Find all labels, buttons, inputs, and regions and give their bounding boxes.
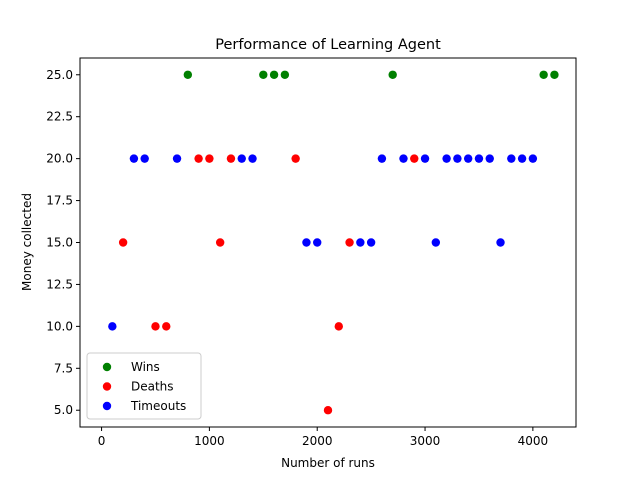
data-point — [420, 154, 430, 163]
data-point — [485, 154, 494, 163]
x-tick-label: 3000 — [410, 434, 441, 448]
data-point — [302, 238, 311, 247]
data-point — [129, 154, 139, 163]
data-point — [399, 154, 408, 163]
y-axis: 5.0 7.5 10.0 12.5 15.0 17.5 20.0 22.5 25.0 — [46, 68, 80, 417]
legend-marker — [102, 382, 112, 391]
data-point — [474, 154, 484, 163]
data-point — [431, 238, 441, 247]
data-point — [366, 238, 376, 247]
legend-label: Wins — [131, 360, 160, 374]
series-deaths — [118, 154, 419, 415]
axes-frame — [79, 57, 577, 428]
data-point — [323, 406, 333, 415]
data-point — [442, 154, 451, 163]
data-point — [334, 322, 343, 331]
chart-title: Performance of Learning Agent — [215, 37, 441, 53]
data-point — [226, 154, 236, 163]
legend-marker — [102, 401, 112, 411]
data-points — [108, 70, 559, 415]
y-tick-label: 10.0 — [46, 319, 73, 333]
series-wins — [183, 70, 559, 79]
legend-box — [86, 352, 202, 420]
y-tick-label: 7.5 — [54, 361, 73, 375]
data-point — [313, 238, 322, 247]
data-point — [280, 70, 290, 79]
data-point — [183, 70, 193, 79]
legend-marker — [102, 362, 112, 372]
legend-label: Timeouts — [130, 399, 186, 413]
data-point — [237, 154, 246, 163]
data-point — [269, 70, 279, 79]
data-point — [517, 154, 527, 163]
y-tick-label: 15.0 — [46, 236, 73, 250]
x-tick-label: 2000 — [302, 434, 333, 448]
data-point — [453, 154, 462, 163]
data-point — [248, 154, 257, 163]
data-point — [259, 70, 268, 79]
data-point — [108, 322, 117, 331]
y-tick-label: 17.5 — [46, 194, 73, 208]
y-axis-label: Money collected — [20, 193, 34, 291]
x-tick-label: 1000 — [194, 434, 225, 448]
y-tick-label: 5.0 — [54, 403, 73, 417]
data-point — [377, 154, 387, 163]
data-point — [205, 154, 214, 163]
x-axis: 0 1000 2000 3000 4000 — [98, 427, 548, 448]
data-point — [118, 238, 128, 247]
series-timeouts — [108, 154, 538, 331]
data-point — [507, 154, 516, 163]
data-point — [151, 322, 160, 331]
data-point — [388, 70, 397, 79]
legend: Wins Deaths Timeouts — [86, 352, 202, 420]
y-tick-label: 25.0 — [46, 68, 73, 82]
data-point — [539, 70, 548, 79]
data-point — [162, 322, 171, 331]
x-axis-label: Number of runs — [281, 456, 375, 470]
data-point — [356, 238, 365, 247]
data-point — [550, 70, 559, 79]
data-point — [463, 154, 473, 163]
data-point — [528, 154, 538, 163]
data-point — [496, 238, 505, 247]
data-point — [172, 154, 182, 163]
x-tick-label: 4000 — [518, 434, 549, 448]
data-point — [410, 154, 419, 163]
data-point — [345, 238, 354, 247]
data-point — [291, 154, 300, 163]
x-tick-label: 0 — [98, 434, 106, 448]
data-point — [215, 238, 225, 247]
y-tick-label: 20.0 — [46, 152, 73, 166]
y-tick-label: 22.5 — [46, 110, 73, 124]
data-point — [194, 154, 203, 163]
y-tick-label: 12.5 — [46, 277, 73, 291]
data-point — [140, 154, 149, 163]
legend-label: Deaths — [131, 380, 174, 394]
